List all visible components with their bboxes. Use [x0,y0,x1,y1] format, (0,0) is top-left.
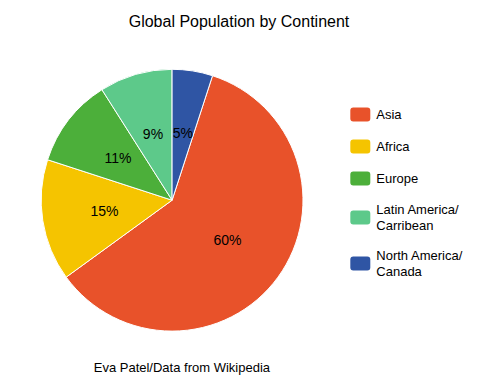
svg-text:Eva Patel/Data from Wikipedia: Eva Patel/Data from Wikipedia [94,360,271,375]
svg-text:Latin America/: Latin America/ [376,202,459,217]
svg-text:Carribean: Carribean [376,218,433,233]
svg-text:Europe: Europe [376,171,418,186]
svg-text:North America/: North America/ [376,248,462,263]
svg-text:15%: 15% [90,203,118,219]
svg-text:Canada: Canada [376,264,422,279]
svg-text:Asia: Asia [376,107,402,122]
svg-text:11%: 11% [105,150,132,166]
svg-text:9%: 9% [143,126,163,142]
svg-text:Global Population by Continent: Global Population by Continent [129,13,350,30]
svg-text:5%: 5% [173,125,193,141]
svg-text:Africa: Africa [376,139,410,154]
svg-text:60%: 60% [213,232,241,248]
